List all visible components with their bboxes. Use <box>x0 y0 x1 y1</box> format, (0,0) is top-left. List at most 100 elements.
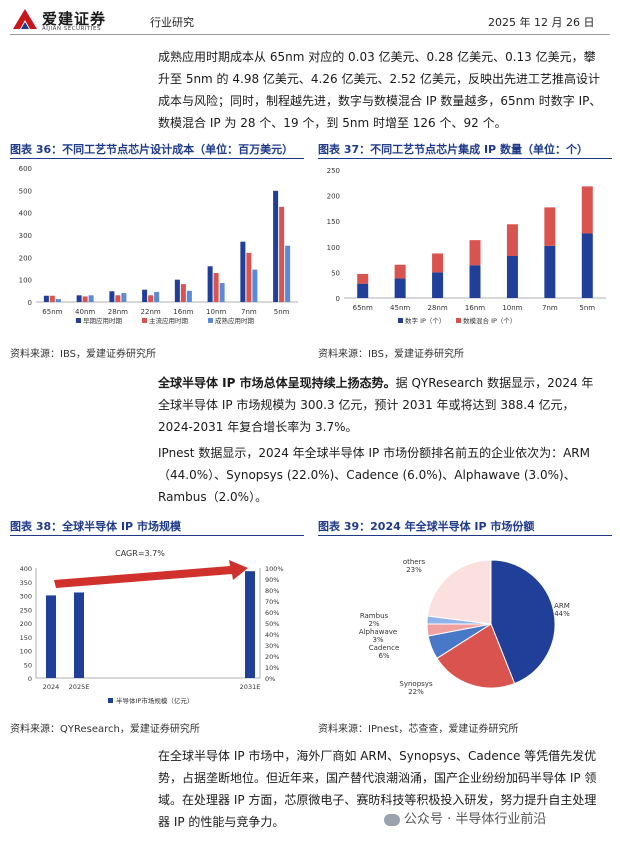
legend-label: 数字 IP（个） <box>405 316 445 325</box>
y-tick-label: 0 <box>28 299 32 307</box>
figure-38-chart: 0 50 100 150 200 250 300 350 400 0% 10% 20% 30% 40% 50… <box>20 549 284 705</box>
legend-swatch <box>456 318 461 323</box>
figure-38-rule <box>10 535 304 536</box>
pie-label-name: Cadence <box>369 644 400 652</box>
bar-28nm-0 <box>432 272 444 298</box>
figure-36-title: 图表 36：不同工艺节点芯片设计成本（单位：百万美元） <box>10 143 294 156</box>
pie-slice-arm <box>490 559 556 685</box>
figure-39-title: 图表 39：2024 年全球半导体 IP 市场份额 <box>318 520 535 533</box>
bar-5nm-0 <box>273 190 279 302</box>
company-logo <box>12 8 38 34</box>
x-tick-label: 28nm <box>108 308 128 316</box>
y-tick-label: 250 <box>327 167 340 175</box>
x-tick-label: 65nm <box>42 308 62 316</box>
bar-7nm-2 <box>252 269 258 302</box>
pie-slice-synopsys <box>436 623 516 689</box>
pie-label-name: Rambus <box>360 612 389 620</box>
x-tick-label: 2024 <box>43 683 60 691</box>
y2-tick-label: 80% <box>265 587 279 595</box>
y-tick-label: 500 <box>19 187 32 195</box>
y-tick-label: 50 <box>331 269 340 277</box>
figure-39-source: 资料来源：IPnest，芯查查，爱建证券研究所 <box>318 724 519 735</box>
bar-10nm-1 <box>506 224 518 257</box>
figure-37-rule <box>318 158 612 159</box>
figure-38-title: 图表 38：全球半导体 IP 市场规模 <box>10 520 181 533</box>
figure-38-source: 资料来源：QYResearch，爱建证券研究所 <box>10 724 200 735</box>
y-tick-label: 300 <box>19 232 32 240</box>
bar-10nm-0 <box>207 266 213 302</box>
header-divider <box>10 34 610 35</box>
section-label: 行业研究 <box>150 16 194 29</box>
y-tick-label: 100 <box>20 648 32 656</box>
figure-36-source: 资料来源：IBS，爱建证券研究所 <box>10 349 156 360</box>
pie-label-value: 2% <box>368 620 379 628</box>
bar-16nm-1 <box>469 240 481 266</box>
y-tick-label: 350 <box>20 579 32 587</box>
pie-label-name: Alphawave <box>359 628 397 636</box>
y-tick-label: 0 <box>336 295 340 303</box>
x-tick-label: 65nm <box>353 304 373 312</box>
bar-5nm-0 <box>581 233 593 298</box>
bar-40nm-1 <box>82 296 88 302</box>
paragraph-market-trend: 全球半导体 IP 市场总体呈现持续上扬态势。据 QYResearch 数据显示，… <box>158 372 604 438</box>
y-tick-label: 150 <box>327 218 340 226</box>
legend-label: 半导体IP市场规模（亿元） <box>116 696 193 705</box>
bar-7nm-1 <box>544 207 556 246</box>
legend-swatch <box>398 318 403 323</box>
y2-tick-label: 30% <box>265 642 279 650</box>
y-tick-label: 200 <box>327 193 340 201</box>
y-tick-label: 300 <box>20 593 32 601</box>
cagr-arrow <box>54 560 248 588</box>
paragraph-market-trend-lead: 全球半导体 IP 市场总体呈现持续上扬态势。 <box>158 376 396 390</box>
bar-65nm-0 <box>43 295 49 302</box>
bar-65nm-2 <box>55 299 61 302</box>
bar-2025E <box>74 592 84 678</box>
y-tick-label: 150 <box>20 634 32 642</box>
x-tick-label: 10nm <box>502 304 522 312</box>
watermark-text: 公众号 · 半导体行业前沿 <box>404 812 547 827</box>
bar-16nm-0 <box>469 265 481 298</box>
bar-5nm-1 <box>581 186 593 234</box>
y-tick-label: 100 <box>327 244 340 252</box>
pie-label-value: 44% <box>554 610 570 618</box>
report-date: 2025 年 12 月 26 日 <box>488 16 595 29</box>
figure-39-rule <box>318 535 612 536</box>
legend-swatch <box>208 318 213 323</box>
x-tick-label: 16nm <box>465 304 485 312</box>
bar-22nm-2 <box>154 291 160 302</box>
x-tick-label: 7nm <box>241 308 257 316</box>
figure-37-chart: 0 50 100 150 200 250 65nm 45nm 28nm 16nm 10nm 7nm 5n… <box>327 167 606 325</box>
bar-10nm-2 <box>219 283 225 302</box>
x-tick-label: 2025E <box>69 683 90 691</box>
pie-label-value: 3% <box>372 636 383 644</box>
bar-45nm-1 <box>394 264 406 279</box>
bar-28nm-1 <box>115 295 121 302</box>
y2-tick-label: 50% <box>265 620 279 628</box>
legend-label: 早期应用时期 <box>83 316 123 325</box>
x-tick-label: 5nm <box>579 304 595 312</box>
y2-tick-label: 40% <box>265 631 279 639</box>
y2-tick-label: 10% <box>265 664 279 672</box>
pie-label-name: others <box>403 558 426 566</box>
bar-16nm-1 <box>180 284 186 302</box>
pie-label-value: 23% <box>406 566 422 574</box>
figure-36-chart: 0 100 200 300 400 500 600 65nm 40nm 28nm 22nm 16nm 1… <box>19 165 298 325</box>
x-tick-label: 40nm <box>75 308 95 316</box>
cagr-annotation: CAGR=3.7% <box>115 549 165 558</box>
bar-16nm-0 <box>174 279 180 302</box>
y-tick-label: 250 <box>20 606 32 614</box>
x-tick-label: 16nm <box>173 308 193 316</box>
bar-22nm-0 <box>142 289 148 302</box>
logo-text: 爱建证券 <box>42 10 107 28</box>
y2-tick-label: 70% <box>265 598 279 606</box>
figure-37-title: 图表 37：不同工艺节点芯片集成 IP 数量（单位：个） <box>318 143 588 156</box>
bar-10nm-0 <box>506 256 518 298</box>
bar-65nm-1 <box>49 295 55 302</box>
y-tick-label: 0 <box>28 675 32 683</box>
paragraph-domestic: 在全球半导体 IP 市场中，海外厂商如 ARM、Synopsys、Cadence… <box>158 749 597 829</box>
y2-tick-label: 90% <box>265 576 279 584</box>
x-tick-label: 45nm <box>390 304 410 312</box>
y-tick-label: 200 <box>20 620 32 628</box>
y-tick-label: 100 <box>19 277 32 285</box>
